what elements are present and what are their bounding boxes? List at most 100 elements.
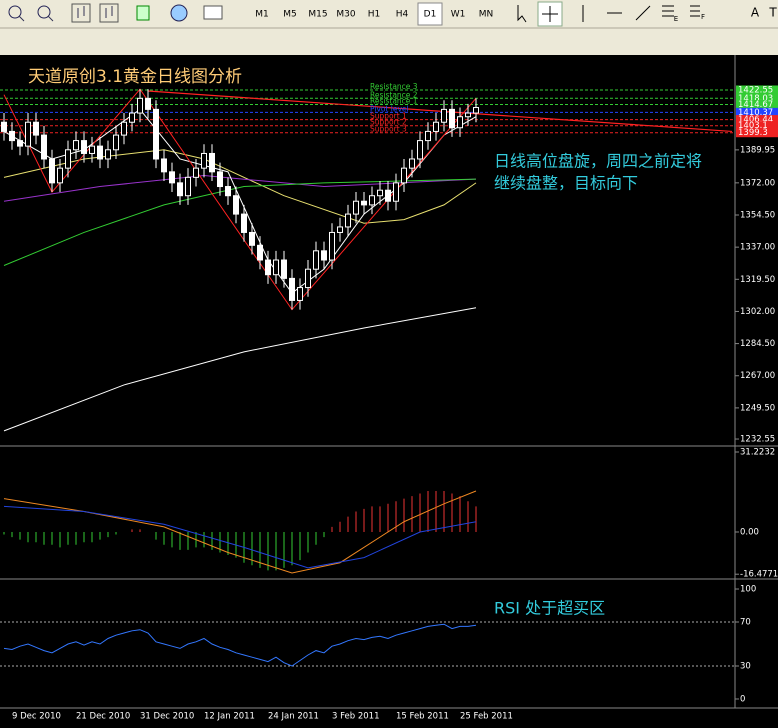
- candle-body: [433, 121, 439, 132]
- y-tick-label: 1372.00: [740, 178, 775, 188]
- tool-button[interactable]: T: [768, 6, 777, 20]
- tool-button[interactable]: E: [674, 15, 678, 23]
- indicator-line: [3, 307, 477, 432]
- timeframe-button[interactable]: D1: [424, 10, 437, 20]
- y-tick-label: 1302.00: [740, 307, 775, 317]
- y-tick-label: 1232.55: [740, 435, 775, 445]
- price-tag: [736, 115, 778, 125]
- y-tick-label: 30: [740, 661, 751, 671]
- timeframe-button[interactable]: W1: [451, 10, 466, 20]
- candle-body: [297, 287, 303, 301]
- price-tag-label: 1399.3: [738, 128, 768, 138]
- candle-body: [217, 171, 223, 188]
- candle-body: [89, 145, 95, 154]
- candle-body: [161, 158, 167, 173]
- candle-body: [201, 152, 207, 169]
- candle-body: [329, 231, 335, 261]
- price-tag: [736, 107, 778, 117]
- timeframe-button[interactable]: H1: [368, 10, 381, 20]
- timeframe-button[interactable]: M15: [308, 10, 327, 20]
- candle-body: [369, 195, 375, 206]
- pivot-label: Resistance 1: [370, 96, 418, 105]
- candle-body: [337, 226, 343, 233]
- timeframe-button[interactable]: M30: [336, 10, 355, 20]
- candle-body: [41, 134, 47, 160]
- y-tick-label: 1267.00: [740, 371, 775, 381]
- y-tick-label: 1337.00: [740, 243, 775, 253]
- candle-body: [393, 182, 399, 202]
- y-tick-label: 31.2232: [740, 447, 775, 457]
- candle-body: [137, 97, 143, 114]
- pane: [3, 490, 477, 574]
- candle-body: [81, 140, 87, 154]
- candle-body: [49, 158, 55, 184]
- candle-body: [257, 244, 263, 261]
- indicator-line: [3, 88, 477, 311]
- tool-button[interactable]: A: [751, 6, 760, 20]
- chart-title: 天道原创3.1黄金日线图分析: [28, 67, 242, 87]
- pivot-label: Resistance 3: [370, 82, 418, 91]
- candle-body: [193, 167, 199, 178]
- candle-body: [225, 186, 231, 197]
- candle-body: [345, 213, 351, 228]
- price-tag-label: 1418.03: [738, 94, 773, 104]
- x-tick-label: 15 Feb 2011: [396, 712, 449, 722]
- rsi-line: [3, 623, 477, 667]
- candle-body: [409, 158, 415, 169]
- y-tick-label: 1284.50: [740, 339, 775, 349]
- candle-body: [385, 189, 391, 202]
- indicator-line: [3, 490, 477, 574]
- x-tick-label: 21 Dec 2010: [76, 712, 130, 722]
- tool-button[interactable]: F: [701, 13, 705, 21]
- candle-body: [265, 259, 271, 276]
- candle-body: [377, 189, 383, 197]
- y-tick-label: 100: [740, 585, 756, 595]
- pivot-label: Support 3: [370, 125, 407, 134]
- y-tick-label: 0: [740, 694, 745, 704]
- candle-body: [473, 107, 479, 114]
- candle-body: [449, 108, 455, 129]
- y-tick-label: 1249.50: [740, 403, 775, 413]
- candle-body: [425, 130, 431, 142]
- pivot-label: Support 1: [370, 112, 407, 121]
- candle-body: [321, 250, 327, 261]
- timeframe-button[interactable]: MN: [479, 10, 494, 20]
- candle-body: [441, 108, 447, 123]
- y-tick-label: 1319.50: [740, 275, 775, 285]
- price-tag: [736, 85, 778, 95]
- candle-body: [121, 121, 127, 136]
- candle-body: [305, 268, 311, 289]
- timeframe-button[interactable]: M1: [255, 10, 269, 20]
- candle-body: [281, 259, 287, 279]
- candle-body: [153, 108, 159, 160]
- y-tick-label: -16.4771: [740, 570, 778, 580]
- timeframe-pressed: [417, 2, 443, 26]
- x-tick-label: 25 Feb 2011: [460, 712, 513, 722]
- candle-body: [33, 121, 39, 136]
- candle-body: [185, 176, 191, 197]
- pane: [0, 621, 735, 667]
- annotation: 日线高位盘旋，周四之前定将: [494, 152, 702, 171]
- x-tick-label: 12 Jan 2011: [204, 712, 255, 722]
- price-tag: [736, 93, 778, 103]
- chart-area: [0, 55, 778, 728]
- timeframe-button[interactable]: M5: [283, 10, 297, 20]
- candle-body: [401, 167, 407, 184]
- candle-body: [65, 149, 71, 169]
- toolbar-icons: [8, 1, 700, 27]
- pivot-label: Pivot level: [370, 104, 409, 113]
- candle-body: [25, 121, 31, 147]
- timeframe-button[interactable]: H4: [396, 10, 409, 20]
- candle-body: [313, 250, 319, 270]
- candle-body: [417, 140, 423, 160]
- price-tag-label: 1422.55: [738, 85, 773, 95]
- y-tick-label: 70: [740, 618, 751, 628]
- price-tag: [736, 128, 778, 138]
- y-tick-label: 1354.50: [740, 211, 775, 221]
- indicator-line: [3, 178, 477, 266]
- candle-body: [249, 231, 255, 246]
- annotation: 继续盘整，目标向下: [494, 174, 638, 193]
- candle-body: [9, 130, 15, 142]
- rsi-annotation: RSI 处于超买区: [494, 599, 605, 618]
